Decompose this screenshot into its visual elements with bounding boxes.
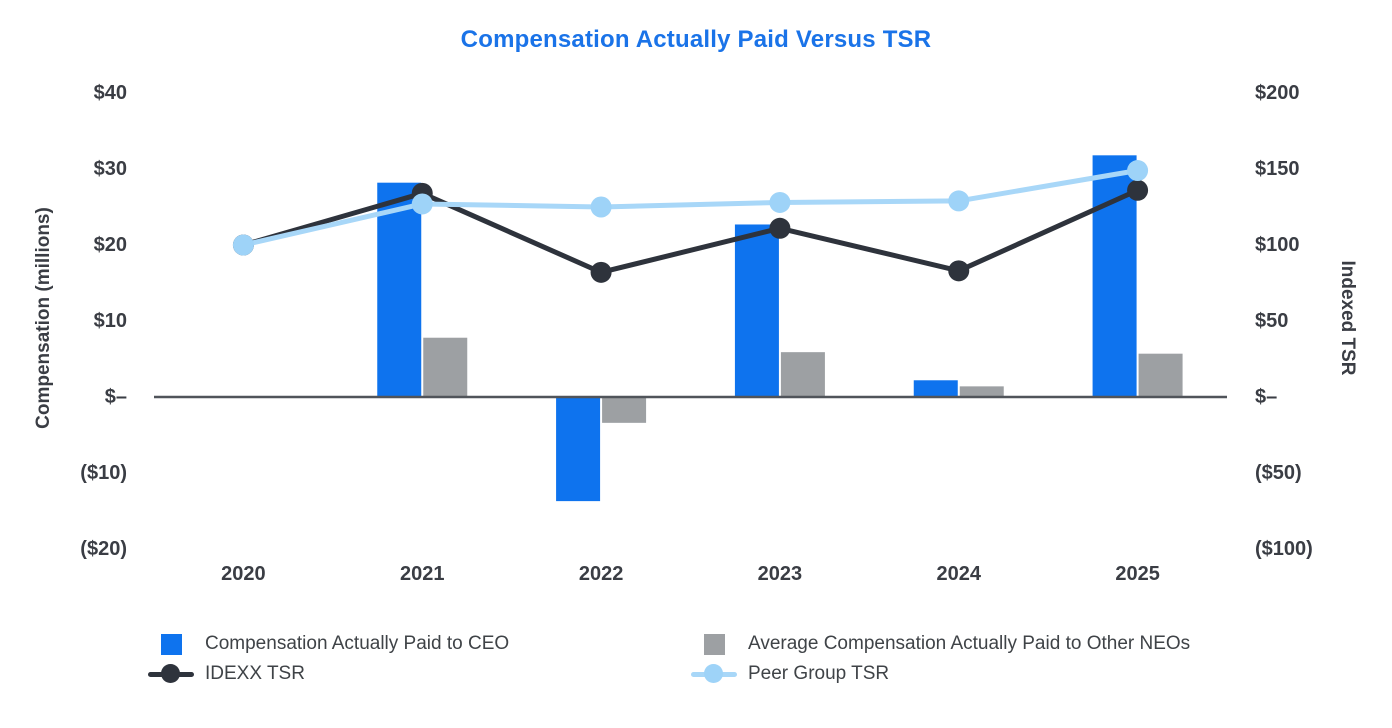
y-axis-right-tick: ($100) [1255,538,1313,560]
chart-title: Compensation Actually Paid Versus TSR [460,26,932,53]
y-axis-right-tick: $– [1255,386,1278,408]
y-axis-left-tick: $40 [93,82,127,104]
y-axis-right-tick: $150 [1255,158,1300,180]
y-axis-right-tick: $100 [1255,234,1300,256]
legend-line-dot-idexx [148,661,194,687]
idexx-tsr-marker [948,260,970,282]
y-axis-left-tick: $10 [93,310,127,332]
legend-swatch-neo [691,631,737,657]
legend-item-ceo-bar: Compensation Actually Paid to CEO [148,631,509,657]
plot-svg [154,155,1227,502]
y-axis-left-tick: $– [104,386,127,408]
bar-neo-comp [602,397,647,423]
bar-neo-comp [959,386,1004,397]
peer-tsr-marker [948,190,970,212]
legend-line-dot-peer [691,661,737,687]
idexx-tsr-line [240,187,1141,275]
idexx-tsr-marker [1127,179,1149,201]
legend-label-neo: Average Compensation Actually Paid to Ot… [748,633,1191,654]
bar-ceo-comp [377,182,422,397]
x-axis-label: 2024 [936,563,982,585]
y-axis-left-tick: $30 [93,158,127,180]
bar-ceo-comp [556,397,601,502]
y-axis-left-tick: $20 [93,234,127,256]
bar-ceo-comp [734,224,779,397]
y-axis-left-tick: ($20) [80,538,127,560]
legend-item-peer-tsr: Peer Group TSR [691,661,889,687]
bar-neo-comp [423,337,468,397]
x-axis-label: 2022 [578,563,624,585]
legend-label-peer: Peer Group TSR [748,663,890,684]
x-axis-label: 2025 [1115,563,1160,585]
legend-swatch-ceo [148,631,194,657]
peer-tsr-line [240,168,1141,248]
idexx-tsr-marker [590,261,612,283]
x-axis-label: 2023 [757,563,803,585]
y-axis-right-tick: $50 [1255,310,1289,332]
y-axis-right-tick: $200 [1255,82,1300,104]
legend-item-neo-bar: Average Compensation Actually Paid to Ot… [691,631,1190,657]
bar-neo-comp [1138,353,1183,397]
legend-label-idexx: IDEXX TSR [205,663,305,684]
peer-tsr-marker [769,191,791,213]
bar-ceo-comp [913,380,958,397]
peer-tsr-marker [1127,160,1149,182]
y-axis-right-tick: ($50) [1255,462,1302,484]
x-axis-label: 2021 [400,563,445,585]
peer-tsr-marker [411,193,433,215]
x-axis-label: 2020 [221,563,266,585]
y-axis-left-tick: ($10) [80,462,127,484]
bar-neo-comp [780,352,825,397]
peer-tsr-marker [590,196,612,218]
idexx-tsr-marker [769,217,791,239]
peer-tsr-marker [232,234,254,256]
legend-label-ceo: Compensation Actually Paid to CEO [205,633,510,654]
legend-item-idexx-tsr: IDEXX TSR [148,661,305,687]
